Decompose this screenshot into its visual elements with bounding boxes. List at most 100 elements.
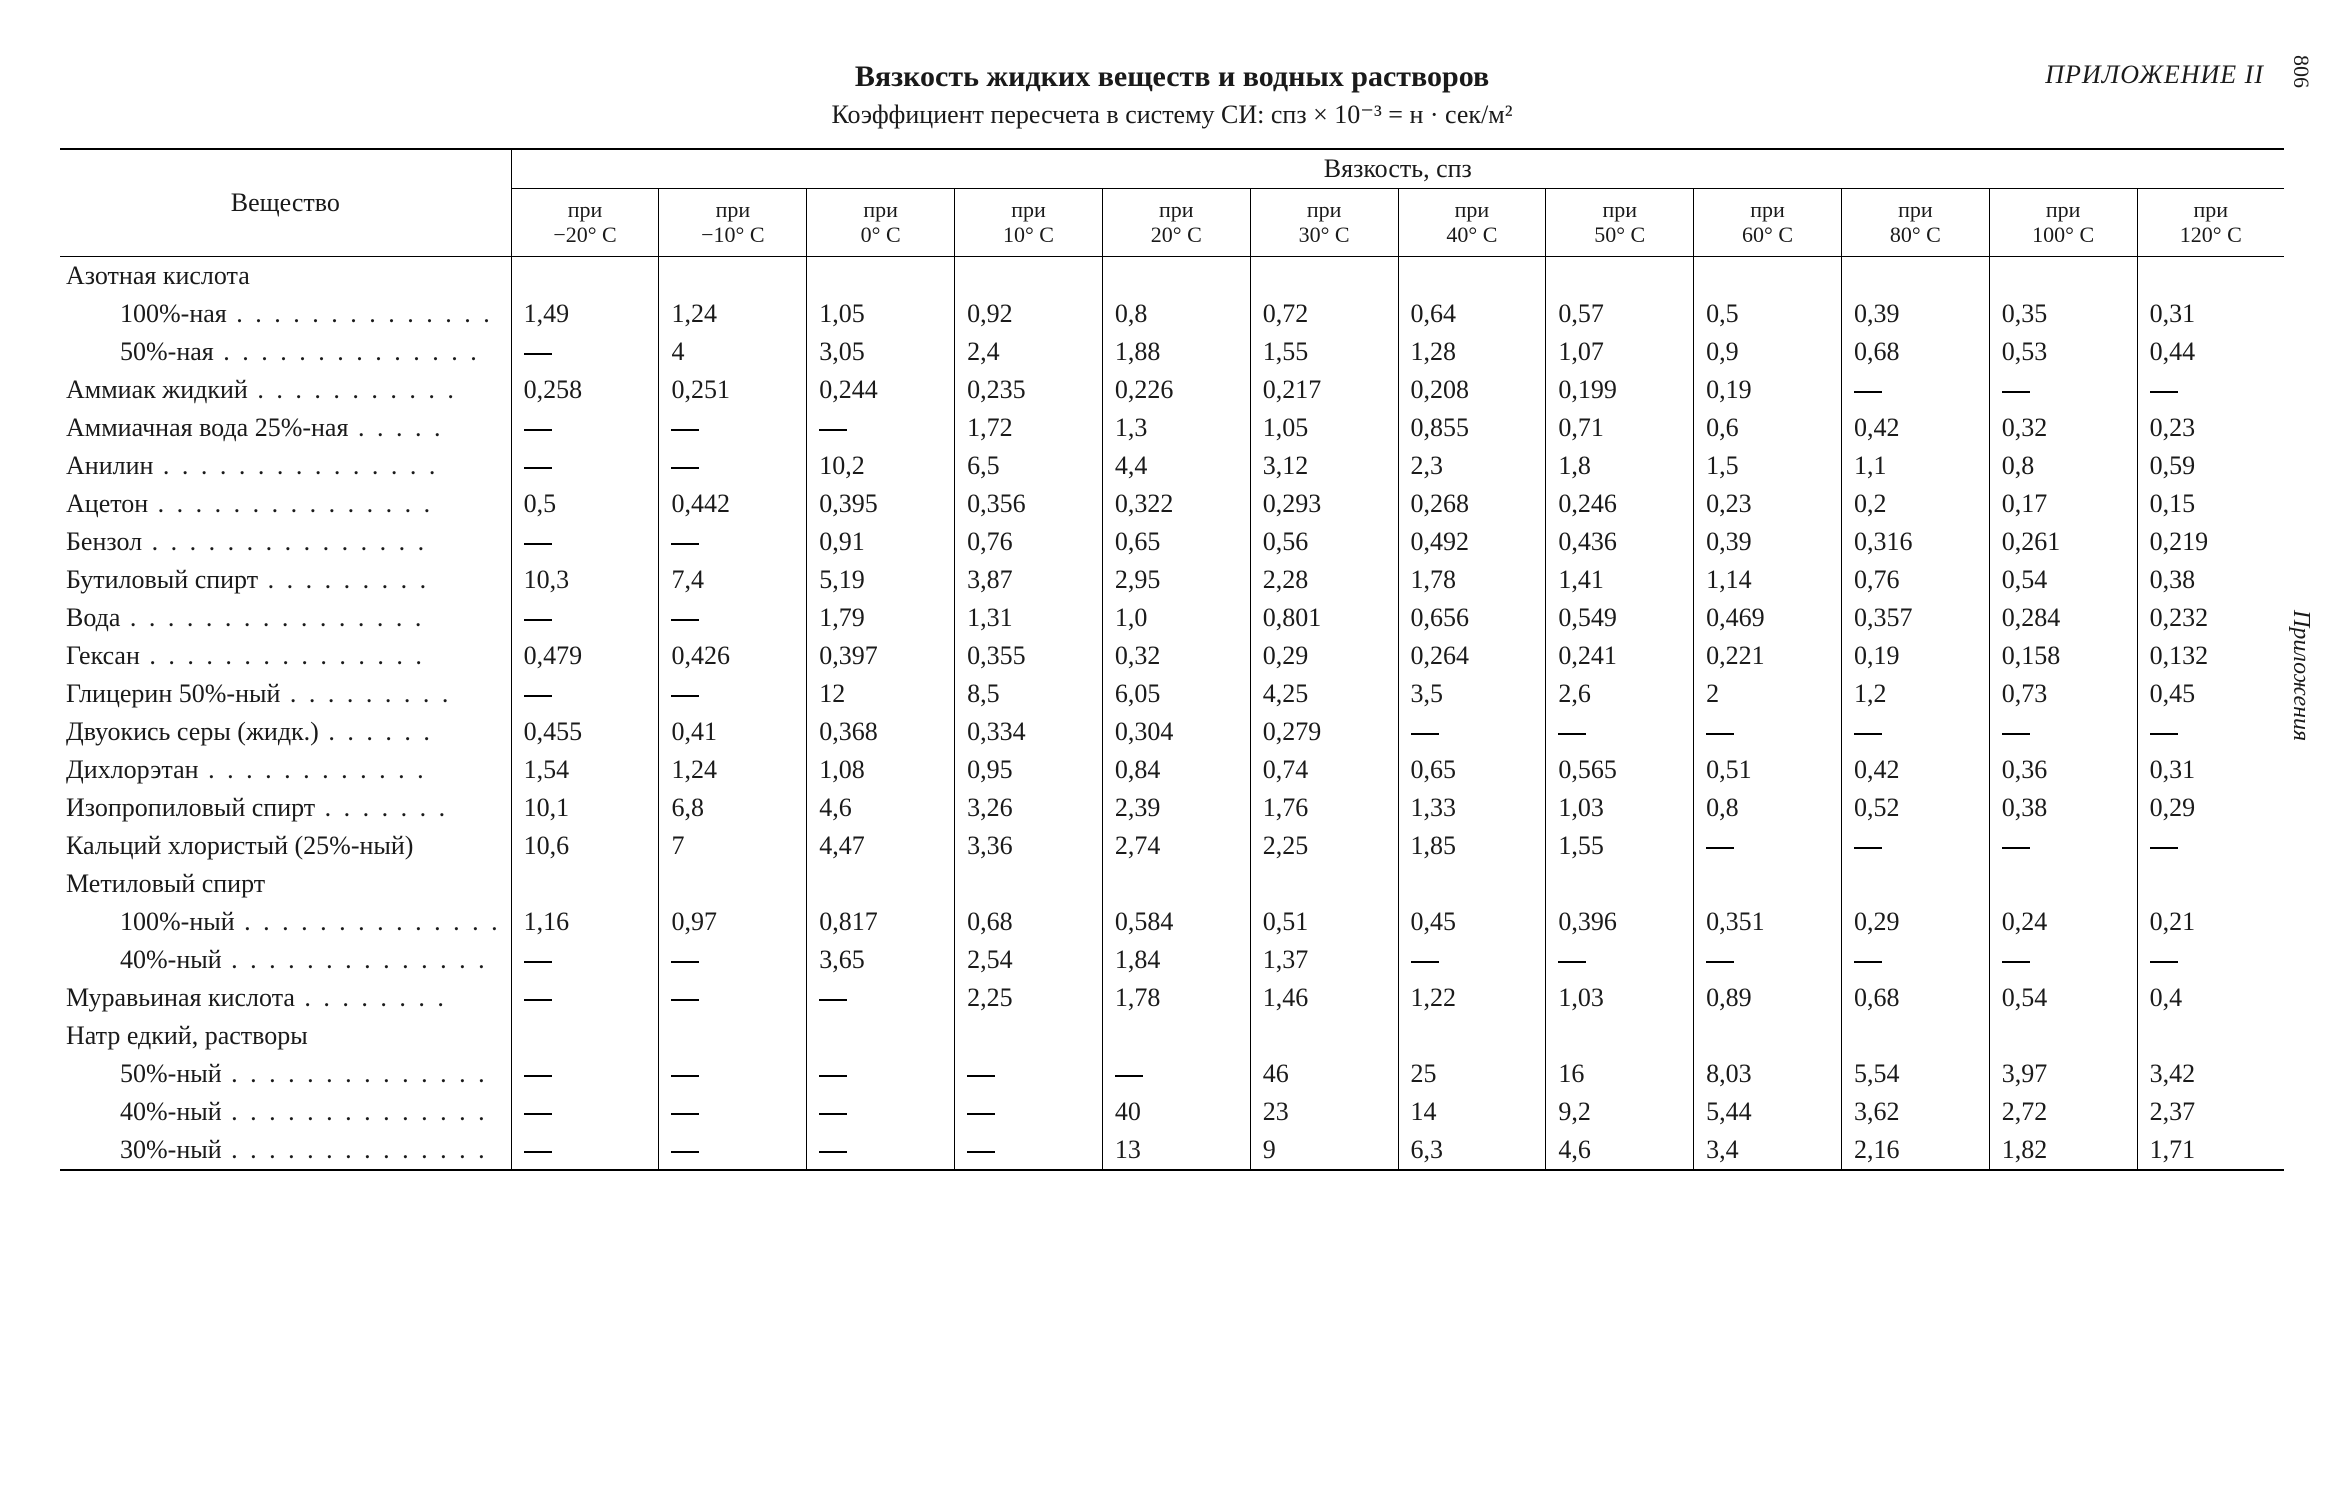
col-temp-5: при30° С <box>1250 189 1398 257</box>
cell-value: 0,97 <box>659 903 807 941</box>
cell-value: 1,16 <box>511 903 659 941</box>
cell-value: 0,322 <box>1102 485 1250 523</box>
cell-value: 0,855 <box>1398 409 1546 447</box>
appendix-label: ПРИЛОЖЕНИЕ II <box>2045 60 2264 90</box>
cell-value: 4,47 <box>807 827 955 865</box>
cell-value <box>659 675 807 713</box>
cell-value <box>1250 256 1398 295</box>
cell-value <box>1398 1017 1546 1055</box>
cell-value: 3,4 <box>1694 1131 1842 1170</box>
cell-value <box>2137 865 2284 903</box>
table-row: 40%-ный . . . . . . . . . . . . . .40231… <box>60 1093 2284 1131</box>
cell-value: 1,41 <box>1546 561 1694 599</box>
table-row: 100%-ная . . . . . . . . . . . . . .1,49… <box>60 295 2284 333</box>
col-temp-4: при20° С <box>1102 189 1250 257</box>
cell-value: 0,91 <box>807 523 955 561</box>
cell-value: 2,3 <box>1398 447 1546 485</box>
substance-name: 50%-ная . . . . . . . . . . . . . . <box>60 333 511 371</box>
cell-value: 0,251 <box>659 371 807 409</box>
cell-value: 0,29 <box>1841 903 1989 941</box>
cell-value <box>1694 827 1842 865</box>
page: ПРИЛОЖЕНИЕ II 806 Приложения Вязкость жи… <box>60 60 2284 1171</box>
cell-value: 7 <box>659 827 807 865</box>
cell-value: 1,28 <box>1398 333 1546 371</box>
cell-value: 0,32 <box>1102 637 1250 675</box>
cell-value: 1,07 <box>1546 333 1694 371</box>
cell-value: 8,5 <box>955 675 1103 713</box>
cell-value: 1,55 <box>1546 827 1694 865</box>
cell-value: 0,54 <box>1989 979 2137 1017</box>
cell-value <box>659 523 807 561</box>
cell-value <box>807 865 955 903</box>
cell-value <box>511 979 659 1017</box>
table-row: 100%-ный . . . . . . . . . . . . . .1,16… <box>60 903 2284 941</box>
cell-value: 0,232 <box>2137 599 2284 637</box>
cell-value: 1,08 <box>807 751 955 789</box>
cell-value: 0,5 <box>511 485 659 523</box>
cell-value <box>955 1055 1103 1093</box>
cell-value: 0,426 <box>659 637 807 675</box>
cell-value: 0,246 <box>1546 485 1694 523</box>
cell-value <box>955 1131 1103 1170</box>
cell-value: 8,03 <box>1694 1055 1842 1093</box>
table-row: Натр едкий, растворы <box>60 1017 2284 1055</box>
cell-value <box>2137 713 2284 751</box>
substance-name: Ацетон . . . . . . . . . . . . . . . <box>60 485 511 523</box>
cell-value: 4,4 <box>1102 447 1250 485</box>
col-temp-10: при100° С <box>1989 189 2137 257</box>
cell-value: 0,9 <box>1694 333 1842 371</box>
cell-value: 3,42 <box>2137 1055 2284 1093</box>
cell-value: 0,6 <box>1694 409 1842 447</box>
cell-value: 0,217 <box>1250 371 1398 409</box>
cell-value: 0,38 <box>1989 789 2137 827</box>
cell-value <box>1841 827 1989 865</box>
cell-value: 0,51 <box>1694 751 1842 789</box>
cell-value: 1,71 <box>2137 1131 2284 1170</box>
col-temp-7: при50° С <box>1546 189 1694 257</box>
cell-value: 6,3 <box>1398 1131 1546 1170</box>
cell-value: 3,97 <box>1989 1055 2137 1093</box>
cell-value: 0,316 <box>1841 523 1989 561</box>
cell-value: 1,8 <box>1546 447 1694 485</box>
cell-value: 6,8 <box>659 789 807 827</box>
cell-value <box>511 409 659 447</box>
cell-value <box>1546 256 1694 295</box>
cell-value: 6,5 <box>955 447 1103 485</box>
cell-value: 0,565 <box>1546 751 1694 789</box>
cell-value: 4,6 <box>807 789 955 827</box>
cell-value <box>1694 256 1842 295</box>
cell-value: 0,74 <box>1250 751 1398 789</box>
cell-value: 1,46 <box>1250 979 1398 1017</box>
cell-value: 1,54 <box>511 751 659 789</box>
cell-value: 0,52 <box>1841 789 1989 827</box>
page-title: Вязкость жидких веществ и водных раствор… <box>60 60 2284 94</box>
cell-value: 0,442 <box>659 485 807 523</box>
cell-value: 0,92 <box>955 295 1103 333</box>
cell-value <box>1989 1017 2137 1055</box>
table-row: 40%-ный . . . . . . . . . . . . . .3,652… <box>60 941 2284 979</box>
substance-name: 40%-ный . . . . . . . . . . . . . . <box>60 1093 511 1131</box>
cell-value: 0,84 <box>1102 751 1250 789</box>
cell-value <box>511 1017 659 1055</box>
table-row: Аммиачная вода 25%-ная . . . . .1,721,31… <box>60 409 2284 447</box>
cell-value: 0,656 <box>1398 599 1546 637</box>
cell-value: 0,39 <box>1841 295 1989 333</box>
cell-value: 2 <box>1694 675 1842 713</box>
cell-value <box>1102 1017 1250 1055</box>
cell-value: 0,219 <box>2137 523 2284 561</box>
cell-value: 2,28 <box>1250 561 1398 599</box>
cell-value <box>659 447 807 485</box>
cell-value: 1,03 <box>1546 979 1694 1017</box>
cell-value: 2,39 <box>1102 789 1250 827</box>
cell-value <box>1250 1017 1398 1055</box>
cell-value: 0,397 <box>807 637 955 675</box>
cell-value <box>511 941 659 979</box>
cell-value: 2,54 <box>955 941 1103 979</box>
cell-value <box>511 1093 659 1131</box>
cell-value: 3,12 <box>1250 447 1398 485</box>
cell-value: 10,3 <box>511 561 659 599</box>
cell-value <box>1694 713 1842 751</box>
substance-name: 100%-ный . . . . . . . . . . . . . . <box>60 903 511 941</box>
cell-value: 0,45 <box>2137 675 2284 713</box>
cell-value: 0,258 <box>511 371 659 409</box>
